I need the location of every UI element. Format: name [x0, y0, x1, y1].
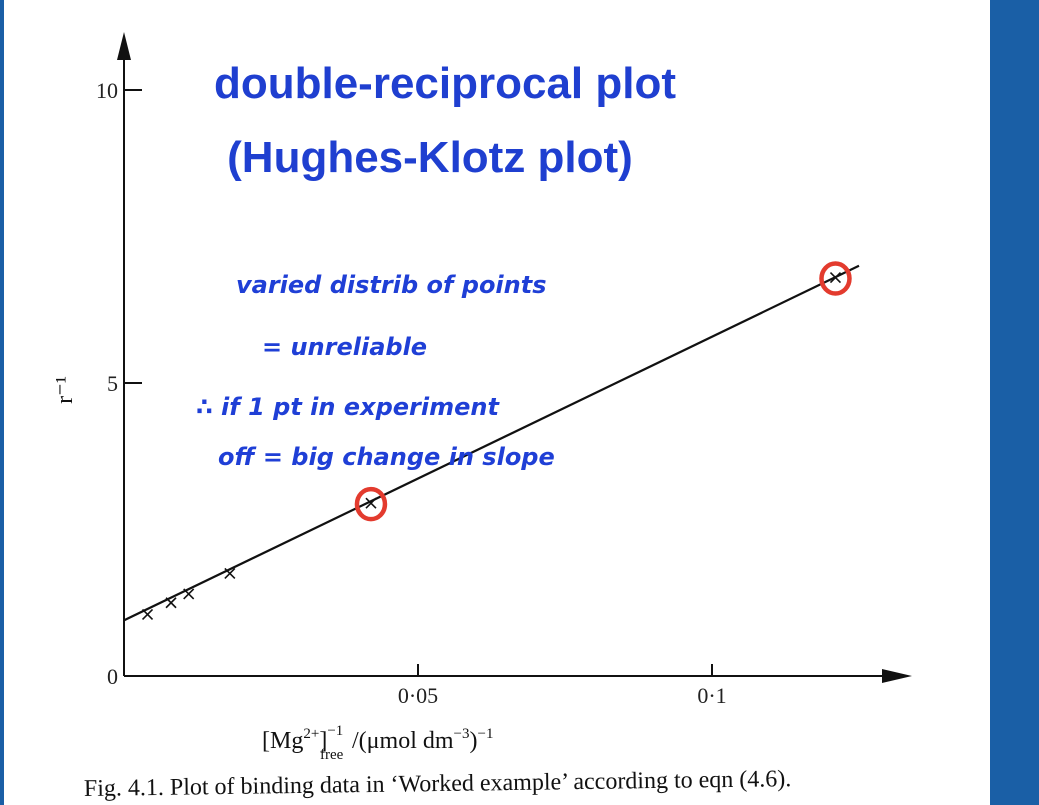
x-tick-label: 0·05	[398, 683, 438, 708]
x-axis-title-unit-exp: −3	[454, 726, 470, 742]
slide-frame-right	[990, 0, 1039, 805]
points-layer	[141, 261, 852, 621]
x-axis-title-unit-close: )	[470, 728, 478, 754]
slide-frame-left	[0, 0, 4, 805]
data-point	[141, 608, 154, 621]
data-point	[829, 271, 842, 284]
fit-layer	[123, 264, 860, 622]
annotation-line-4: off = big change in slope	[218, 443, 555, 471]
chart-title: double-reciprocal plot	[214, 59, 676, 108]
y-axis-arrow	[117, 32, 131, 60]
circled-point-marker	[819, 261, 852, 296]
x-tick-label: 0·1	[697, 683, 726, 708]
x-axis-arrow	[882, 669, 912, 683]
x-axis-title-close: ]	[319, 728, 327, 754]
data-point	[165, 597, 177, 609]
x-axis-title-unit: /(μmol dm	[352, 728, 454, 754]
chart-subtitle: (Hughes-Klotz plot)	[227, 133, 633, 182]
circled-point-marker	[354, 486, 388, 522]
double-reciprocal-chart: 0 5 10 0·05 0·1 double-reciprocal plot (Hugh…	[52, 32, 912, 802]
figure-caption: Fig. 4.1. Plot of binding data in ‘Worke…	[84, 766, 792, 802]
x-axis-title-sub: free	[320, 747, 344, 763]
y-tick-label: 10	[96, 78, 118, 103]
fit-line	[123, 264, 860, 622]
y-tick-label: 0	[107, 664, 118, 689]
x-axis-title: [Mg2+]−1 free/(μmol dm−3)−1	[262, 723, 493, 763]
annotation-line-3: ∴ if 1 pt in experiment	[196, 393, 500, 421]
data-point	[365, 497, 377, 509]
y-tick-label: 5	[107, 371, 118, 396]
y-axis-title: r⁻¹	[52, 376, 78, 404]
x-axis-title-charge: 2+	[303, 726, 319, 742]
x-axis-title-base: [Mg	[262, 728, 303, 754]
x-axis-title-unit-close-exp: −1	[478, 726, 494, 742]
data-point	[183, 588, 195, 600]
ticks-layer: 0 5 10 0·05 0·1	[96, 78, 727, 708]
data-point	[224, 567, 236, 580]
x-axis-title-exp: −1	[327, 723, 343, 739]
annotation-line-1: varied distrib of points	[236, 271, 547, 299]
annotation-line-2: = unreliable	[262, 333, 427, 361]
